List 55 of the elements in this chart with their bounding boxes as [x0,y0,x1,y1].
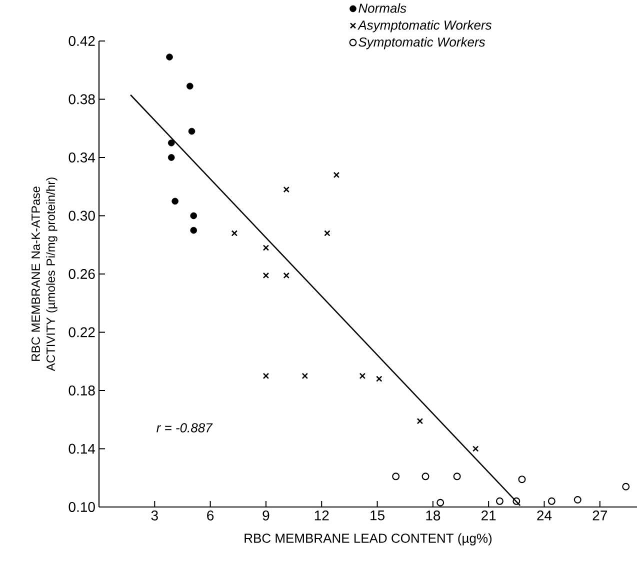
point [190,212,198,220]
point [512,497,520,505]
point [188,128,196,135]
x-tick-label: 18 [426,510,440,520]
y-tick-label: 0.18 [68,386,95,396]
point [376,376,382,382]
legend-label: Normals [358,3,406,13]
point [168,154,175,161]
point [168,140,175,146]
point [333,172,340,178]
point [172,198,178,205]
x-tick-label: 21 [482,510,496,520]
legend-label: Symptomatic Workers [358,37,486,50]
point [166,54,173,60]
point [436,498,444,506]
point [574,496,582,504]
y-axis-title: RBC MEMBRANE Na-K-ATPase ACTIVITY (µmoles Pi/mg protein/hr) [31,178,58,372]
point [548,497,556,505]
point [231,230,238,236]
x-tick-label: 12 [314,510,329,520]
y-tick-label: 0.34 [68,152,96,162]
y-tick-label: 0.30 [68,210,95,221]
y-tick-label: 0.10 [68,502,95,512]
legend-label: Asymptomatic Workers [358,20,492,32]
point [190,226,198,234]
y-tick-label: 0.42 [68,36,95,46]
point [416,418,424,424]
y-tick-label: 0.38 [68,94,95,104]
point [359,372,366,380]
point [324,230,330,236]
point [186,82,194,90]
x-tick-label: 15 [370,510,384,520]
point [283,186,290,193]
point [472,446,479,452]
x-tick-label: 27 [592,510,607,520]
point [262,372,270,380]
point [622,482,630,490]
x-tick-label: 3 [151,510,158,520]
y-tick-label: 0.14 [68,444,96,454]
point [392,472,400,480]
point [518,476,526,484]
x-tick-label: 24 [537,510,552,520]
point [283,272,290,279]
annotation: r = -0.887 [156,423,213,432]
point [262,272,270,279]
point [422,472,430,480]
point [302,372,308,380]
y-tick-label: 0.22 [68,327,95,338]
point [262,244,270,251]
point [453,472,461,480]
x-axis-title: RBC MEMBRANE LEAD CONTENT (µg%) [244,533,492,546]
x-tick-label: 6 [207,510,214,520]
x-tick-label: 9 [262,510,270,520]
y-tick-label: 0.26 [68,269,95,279]
point [496,497,504,505]
